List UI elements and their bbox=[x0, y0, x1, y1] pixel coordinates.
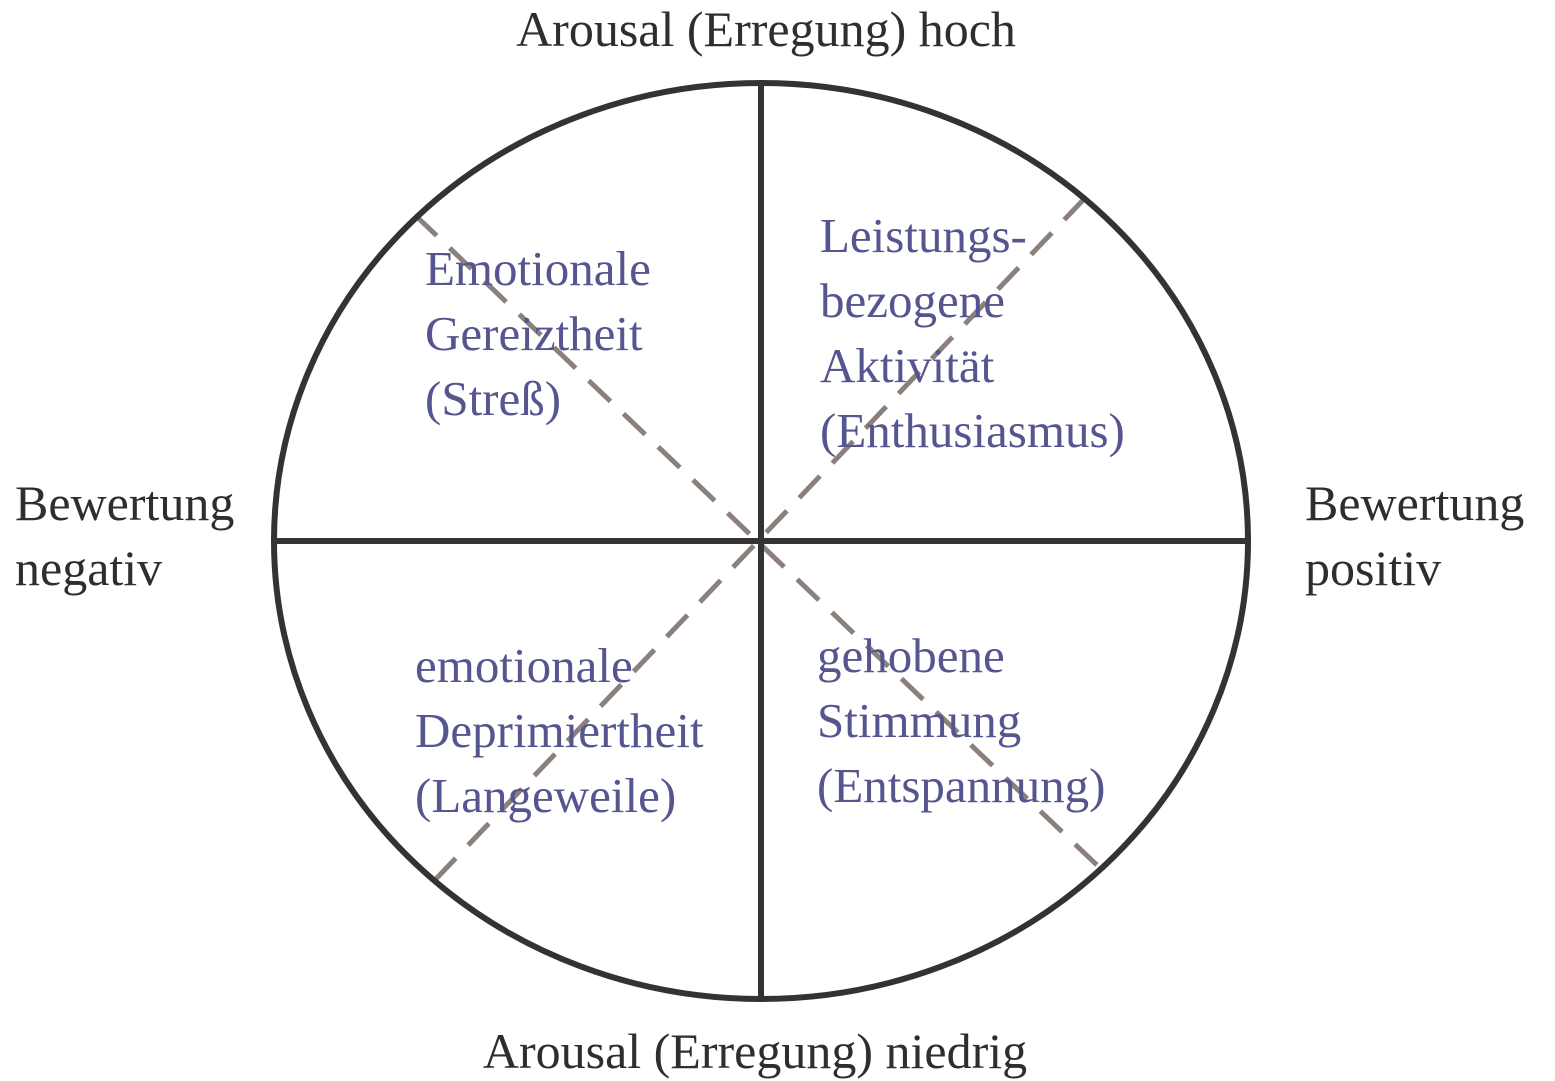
axis-label-left: Bewertung bbox=[15, 475, 234, 531]
axis-label-bottom: Arousal (Erregung) niedrig bbox=[483, 1023, 1027, 1079]
quadrant-label: Deprimiertheit bbox=[415, 703, 704, 758]
axis-label-right: Bewertung bbox=[1305, 475, 1524, 531]
diagonal-dashed bbox=[433, 196, 1087, 882]
quadrant-label: (Langeweile) bbox=[415, 768, 676, 823]
quadrant-label: (Entspannung) bbox=[817, 758, 1106, 813]
axis-label-right: positiv bbox=[1305, 540, 1441, 596]
quadrant-label: gehobene bbox=[817, 628, 1005, 683]
quadrant-label: Emotionale bbox=[425, 241, 651, 296]
quadrant-label: Leistungs- bbox=[820, 208, 1027, 263]
quadrant-label: emotionale bbox=[415, 638, 633, 693]
quadrant-label: Aktivität bbox=[820, 338, 995, 393]
axis-label-left: negativ bbox=[15, 540, 162, 596]
quadrant-label: (Enthusiasmus) bbox=[820, 403, 1125, 458]
diagonal-dashed bbox=[413, 213, 1102, 870]
quadrant-label: Stimmung bbox=[817, 693, 1021, 748]
labels: Bewertung negativ Bewertung positiv Emotiona… bbox=[15, 208, 1524, 823]
quadrant-label: bezogene bbox=[820, 273, 1005, 328]
quadrant-label: (Streß) bbox=[425, 371, 561, 426]
axis-label-top: Arousal (Erregung) hoch bbox=[516, 1, 1016, 57]
quadrant-label: Gereiztheit bbox=[425, 306, 643, 361]
